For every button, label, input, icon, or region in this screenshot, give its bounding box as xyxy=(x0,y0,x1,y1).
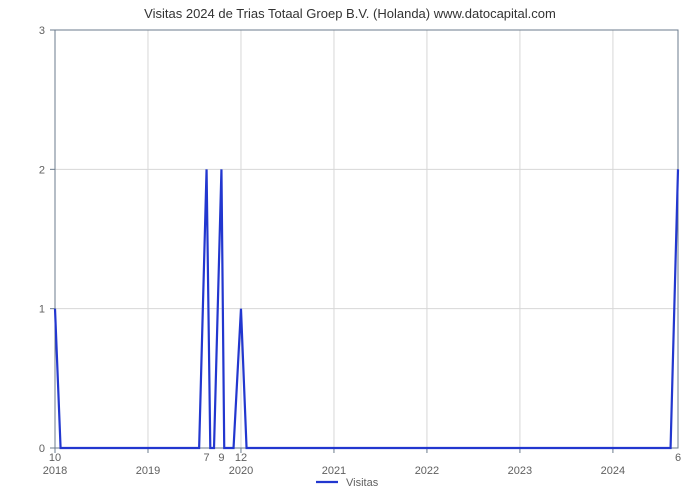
chart-container: Visitas 2024 de Trias Totaal Groep B.V. … xyxy=(0,0,700,500)
y-tick-label: 3 xyxy=(39,25,45,37)
x-tick-label: 2020 xyxy=(229,465,253,477)
y-tick-label: 0 xyxy=(39,443,45,455)
y-tick-label: 1 xyxy=(39,304,45,316)
x-tick-label: 2024 xyxy=(601,465,625,477)
x-tick-label: 2023 xyxy=(508,465,532,477)
x-tick-label: 2021 xyxy=(322,465,346,477)
chart-svg: Visitas 2024 de Trias Totaal Groep B.V. … xyxy=(0,0,700,500)
point-label: 9 xyxy=(218,452,224,464)
chart-title: Visitas 2024 de Trias Totaal Groep B.V. … xyxy=(144,6,556,21)
point-label: 10 xyxy=(49,452,61,464)
legend-label: Visitas xyxy=(346,477,379,489)
point-label: 12 xyxy=(235,452,247,464)
y-tick-label: 2 xyxy=(39,164,45,176)
x-tick-label: 2022 xyxy=(415,465,439,477)
point-label: 6 xyxy=(675,452,681,464)
x-tick-label: 2019 xyxy=(136,465,160,477)
chart-bg xyxy=(0,0,700,500)
x-tick-label: 2018 xyxy=(43,465,67,477)
point-label: 7 xyxy=(204,452,210,464)
